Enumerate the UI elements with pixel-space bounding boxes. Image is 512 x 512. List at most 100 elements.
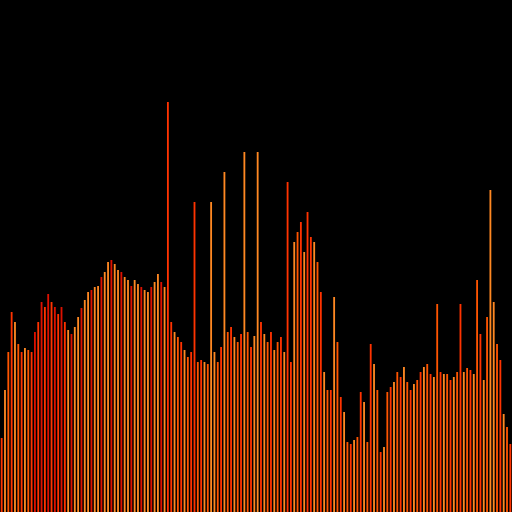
bar-140 <box>466 368 469 512</box>
bar-145 <box>482 380 485 512</box>
bar-77 <box>256 152 259 512</box>
bar-135 <box>449 380 452 512</box>
bar-15 <box>50 302 53 512</box>
bar-119 <box>396 372 399 512</box>
bar-23 <box>77 317 80 512</box>
bar-63 <box>210 202 213 512</box>
bar-95 <box>316 262 319 512</box>
bar-66 <box>220 347 223 512</box>
bar-109 <box>363 402 365 512</box>
bar-147 <box>489 190 492 512</box>
bar-84 <box>280 337 282 512</box>
bar-41 <box>137 284 139 512</box>
bar-40 <box>133 280 136 512</box>
bar-58 <box>193 202 196 512</box>
bar-81 <box>270 332 272 512</box>
bar-43 <box>143 290 146 512</box>
bar-48 <box>160 282 163 512</box>
bar-38 <box>127 280 129 512</box>
bar-128 <box>426 364 429 512</box>
bar-61 <box>203 362 206 512</box>
bar-30 <box>100 277 103 512</box>
bar-3 <box>10 312 13 512</box>
bar-143 <box>476 280 479 512</box>
bar-16 <box>53 307 56 512</box>
bar-20 <box>67 330 70 512</box>
bar-136 <box>452 377 455 512</box>
bar-57 <box>190 352 193 512</box>
bar-18 <box>60 307 63 512</box>
bar-25 <box>83 300 86 512</box>
bar-102 <box>339 397 342 512</box>
bar-133 <box>442 374 445 512</box>
bar-139 <box>462 372 465 512</box>
bar-97 <box>323 372 326 512</box>
bar-52 <box>173 332 176 512</box>
bar-85 <box>283 352 286 512</box>
bar-75 <box>250 347 252 512</box>
bar-17 <box>57 314 60 512</box>
bar-19 <box>63 322 66 512</box>
bar-83 <box>276 342 279 512</box>
bar-130 <box>432 377 435 512</box>
bar-5 <box>17 344 20 512</box>
bar-111 <box>369 344 372 512</box>
bar-2 <box>7 352 10 512</box>
bar-120 <box>399 377 402 512</box>
bar-51 <box>170 322 173 512</box>
bar-4 <box>14 322 16 512</box>
bar-37 <box>123 277 126 512</box>
bar-94 <box>313 242 316 512</box>
bar-65 <box>216 362 219 512</box>
bar-22 <box>73 327 76 512</box>
bar-110 <box>366 442 369 512</box>
bar-151 <box>502 414 505 512</box>
bar-80 <box>266 342 269 512</box>
bar-39 <box>130 286 133 512</box>
bar-138 <box>459 304 462 512</box>
bar-104 <box>346 442 349 512</box>
bar-92 <box>306 212 309 512</box>
bar-141 <box>469 370 472 512</box>
bar-123 <box>409 390 412 512</box>
bar-60 <box>200 360 203 512</box>
bar-121 <box>403 367 405 512</box>
bar-34 <box>113 264 116 512</box>
bar-27 <box>90 290 93 512</box>
bar-148 <box>492 302 495 512</box>
bar-55 <box>183 350 186 512</box>
bar-32 <box>107 262 109 512</box>
bar-46 <box>153 282 156 512</box>
bar-42 <box>140 287 143 512</box>
bar-8 <box>27 350 30 512</box>
bar-79 <box>263 334 266 512</box>
bar-50 <box>166 102 169 512</box>
bar-13 <box>43 307 46 512</box>
bar-108 <box>359 392 362 512</box>
bar-44 <box>147 292 149 512</box>
bar-68 <box>226 332 229 512</box>
bar-112 <box>373 364 375 512</box>
bar-101 <box>336 342 339 512</box>
bar-28 <box>93 287 96 512</box>
bar-153 <box>509 444 512 512</box>
bar-45 <box>150 287 153 512</box>
bar-152 <box>506 427 508 512</box>
bar-71 <box>236 342 239 512</box>
bar-96 <box>319 292 322 512</box>
bar-146 <box>486 317 488 512</box>
bar-131 <box>436 304 439 512</box>
bar-99 <box>329 390 332 512</box>
bar-142 <box>472 374 475 512</box>
bar-6 <box>20 352 23 512</box>
bar-53 <box>176 337 179 512</box>
bar-88 <box>293 242 296 512</box>
bar-150 <box>499 360 502 512</box>
bar-36 <box>120 272 123 512</box>
bar-105 <box>349 444 352 512</box>
bar-125 <box>416 380 419 512</box>
bar-49 <box>163 287 166 512</box>
bar-56 <box>186 357 189 512</box>
